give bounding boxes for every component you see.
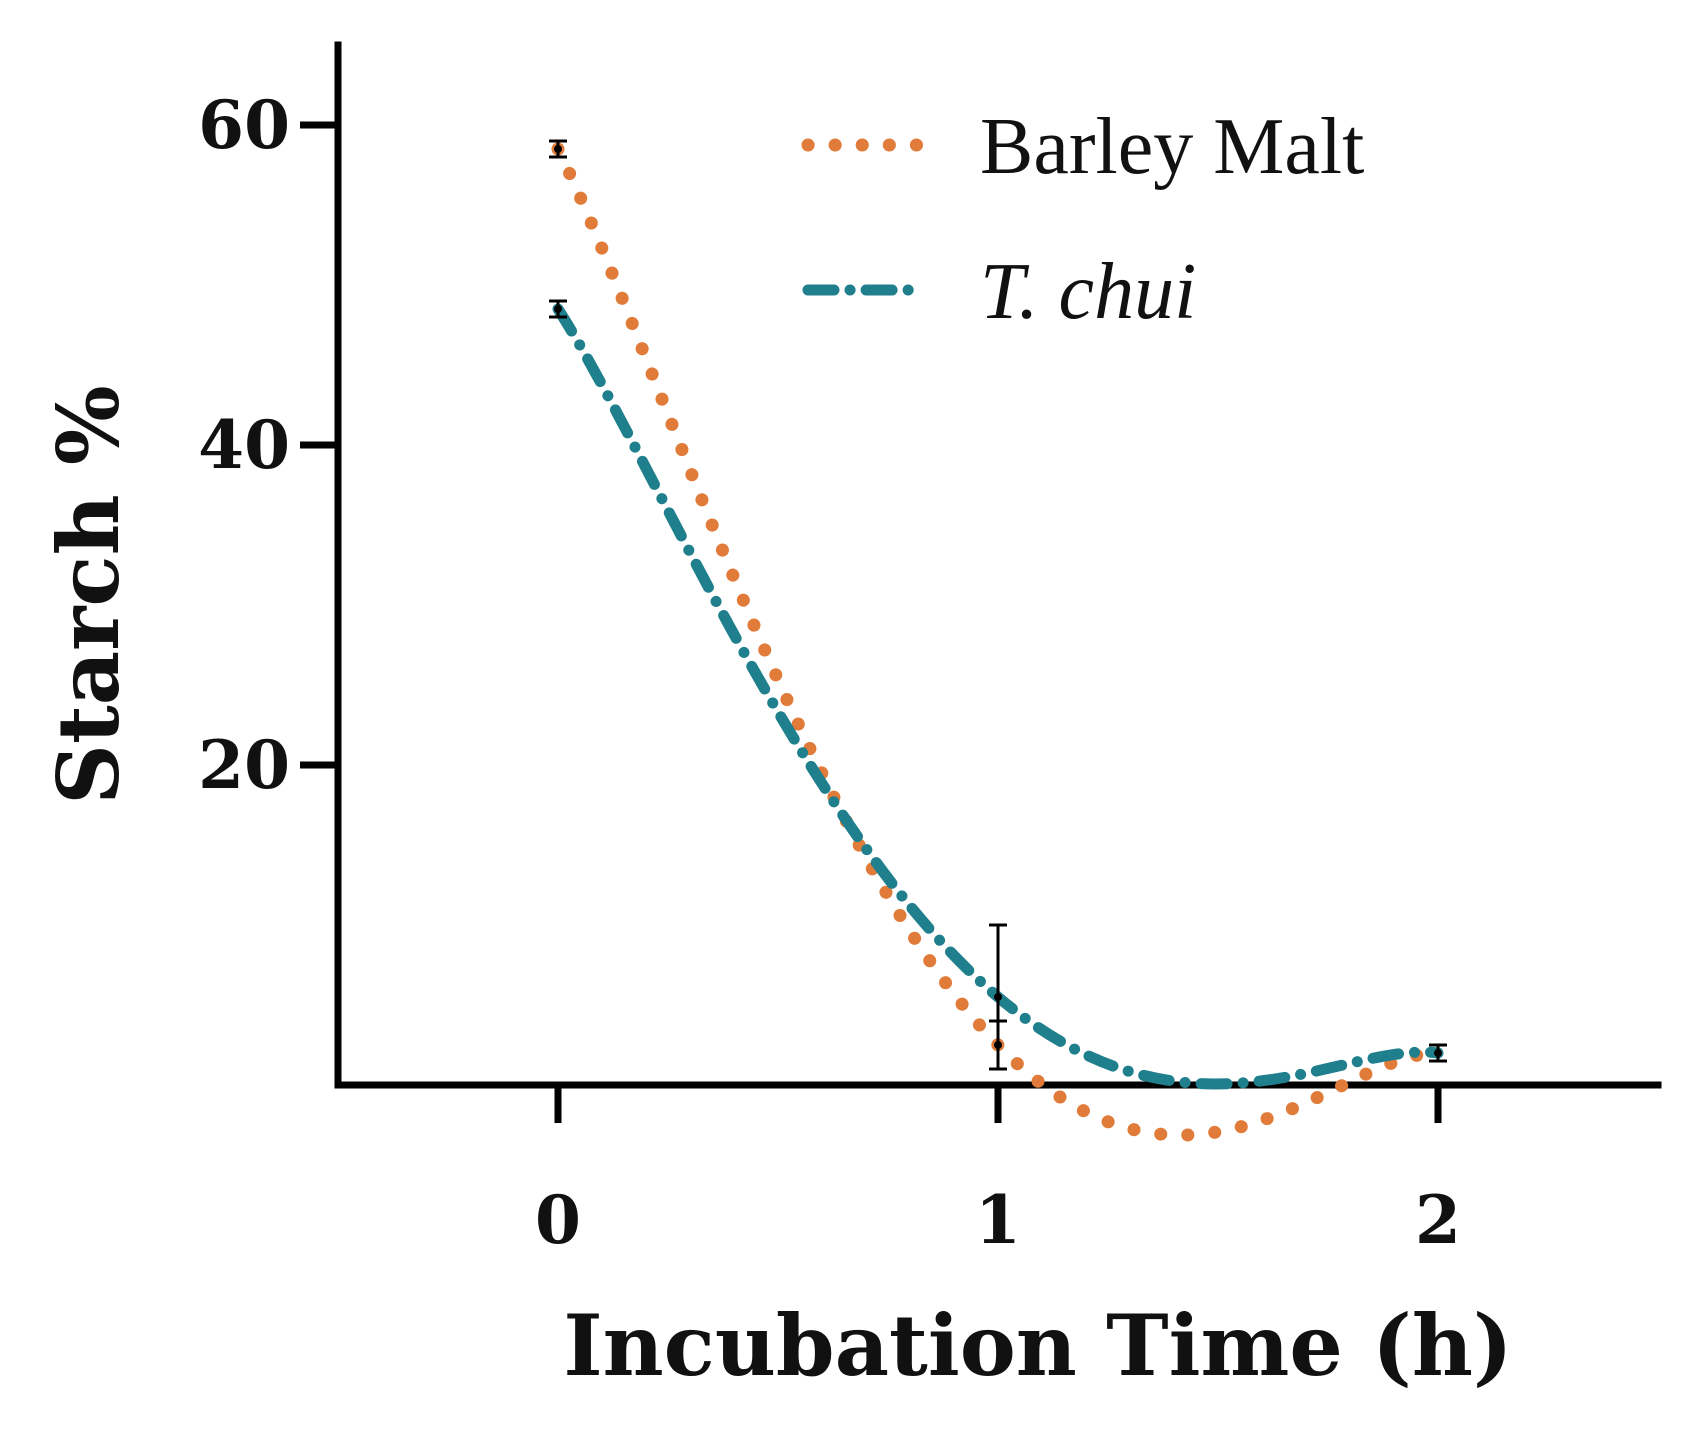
x-tick-label: 2 [1415, 1181, 1461, 1259]
series-t-chui [549, 299, 1447, 1090]
x-tick-label: 0 [535, 1181, 581, 1259]
x-axis-title: Incubation Time (h) [563, 1296, 1512, 1395]
series-layer [549, 139, 1447, 1142]
legend-label-barley-malt: Barley Malt [980, 103, 1364, 191]
y-tick-label: 20 [198, 726, 290, 804]
series-line [552, 303, 1444, 1090]
ticks: 0 1 2 20 40 60 [198, 86, 1461, 1259]
data-point [554, 305, 562, 313]
x-tick-label: 1 [975, 1181, 1021, 1259]
legend: Barley Malt T. chui [801, 103, 1364, 336]
data-point [994, 993, 1002, 1001]
y-tick-label: 40 [198, 406, 290, 484]
y-tick-label: 60 [198, 86, 290, 164]
y-axis-title: Starch % [39, 385, 138, 804]
legend-label-t-chui: T. chui [980, 248, 1196, 336]
data-point [1434, 1049, 1442, 1057]
series-line [551, 142, 1445, 1142]
data-point [554, 145, 562, 153]
